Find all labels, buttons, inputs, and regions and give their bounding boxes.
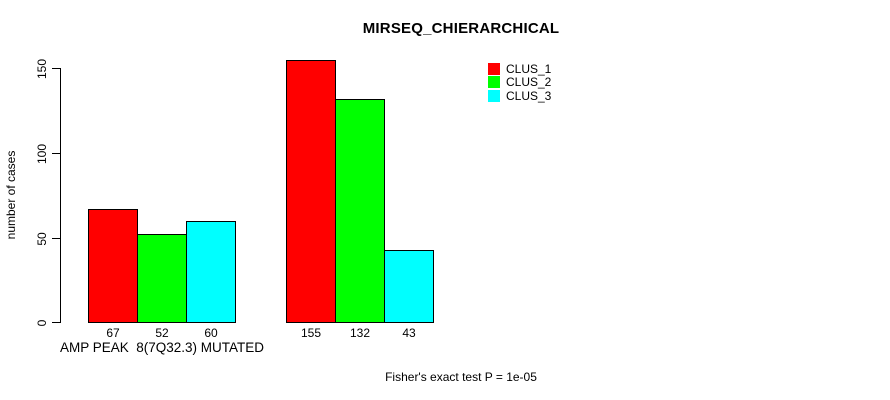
chart-title: MIRSEQ_CHIERARCHICAL xyxy=(362,20,560,37)
bar-clus_1-group1 xyxy=(88,209,138,323)
legend-item: CLUS_3 xyxy=(488,88,552,103)
fisher-test-note: Fisher's exact test P = 1e-05 xyxy=(385,370,537,384)
category-label: AMP PEAK 8(7Q32.3) MUTATED xyxy=(59,340,265,355)
bar-clus_2-group1 xyxy=(137,234,187,323)
legend-label: CLUS_2 xyxy=(506,75,552,90)
y-tick-label: 100 xyxy=(35,143,49,164)
y-tick xyxy=(52,322,60,323)
bar-clus_3-group1 xyxy=(186,221,236,323)
y-tick xyxy=(52,238,60,239)
y-tick-label: 0 xyxy=(35,319,49,326)
y-axis-line xyxy=(60,68,61,323)
bar-clus_1-group2 xyxy=(286,60,336,323)
bar-value-label: 155 xyxy=(300,326,322,340)
bar-value-label: 60 xyxy=(204,326,218,340)
y-tick-label: 150 xyxy=(35,58,49,79)
y-tick-label: 50 xyxy=(35,231,49,246)
y-tick xyxy=(52,68,60,69)
bar-clus_2-group2 xyxy=(335,99,385,323)
legend-item: CLUS_1 xyxy=(488,63,551,75)
legend-label: CLUS_3 xyxy=(506,88,552,103)
y-tick xyxy=(52,153,60,154)
bar-clus_3-group2 xyxy=(384,250,434,323)
legend-swatch-clus_2 xyxy=(488,76,500,89)
legend-swatch-clus_1 xyxy=(488,63,500,75)
legend-swatch-clus_3 xyxy=(488,89,500,102)
legend: CLUS_1 CLUS_2 CLUS_3 xyxy=(488,63,551,103)
legend-item: CLUS_2 xyxy=(488,75,552,90)
bar-value-label: 132 xyxy=(349,326,371,340)
legend-label: CLUS_1 xyxy=(506,62,552,76)
y-axis-label: number of cases xyxy=(4,150,18,240)
bar-value-label: 67 xyxy=(106,326,120,340)
bar-value-label: 52 xyxy=(155,326,169,340)
bar-value-label: 43 xyxy=(402,326,416,340)
